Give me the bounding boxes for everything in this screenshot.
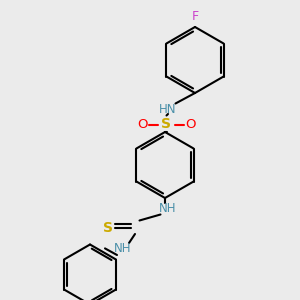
Text: S: S xyxy=(103,221,113,235)
Text: HN: HN xyxy=(159,103,177,116)
Text: NH: NH xyxy=(159,202,177,215)
Text: O: O xyxy=(137,118,148,131)
Text: NH: NH xyxy=(114,242,132,256)
Text: S: S xyxy=(161,118,172,131)
Text: O: O xyxy=(185,118,196,131)
Text: F: F xyxy=(191,10,199,22)
